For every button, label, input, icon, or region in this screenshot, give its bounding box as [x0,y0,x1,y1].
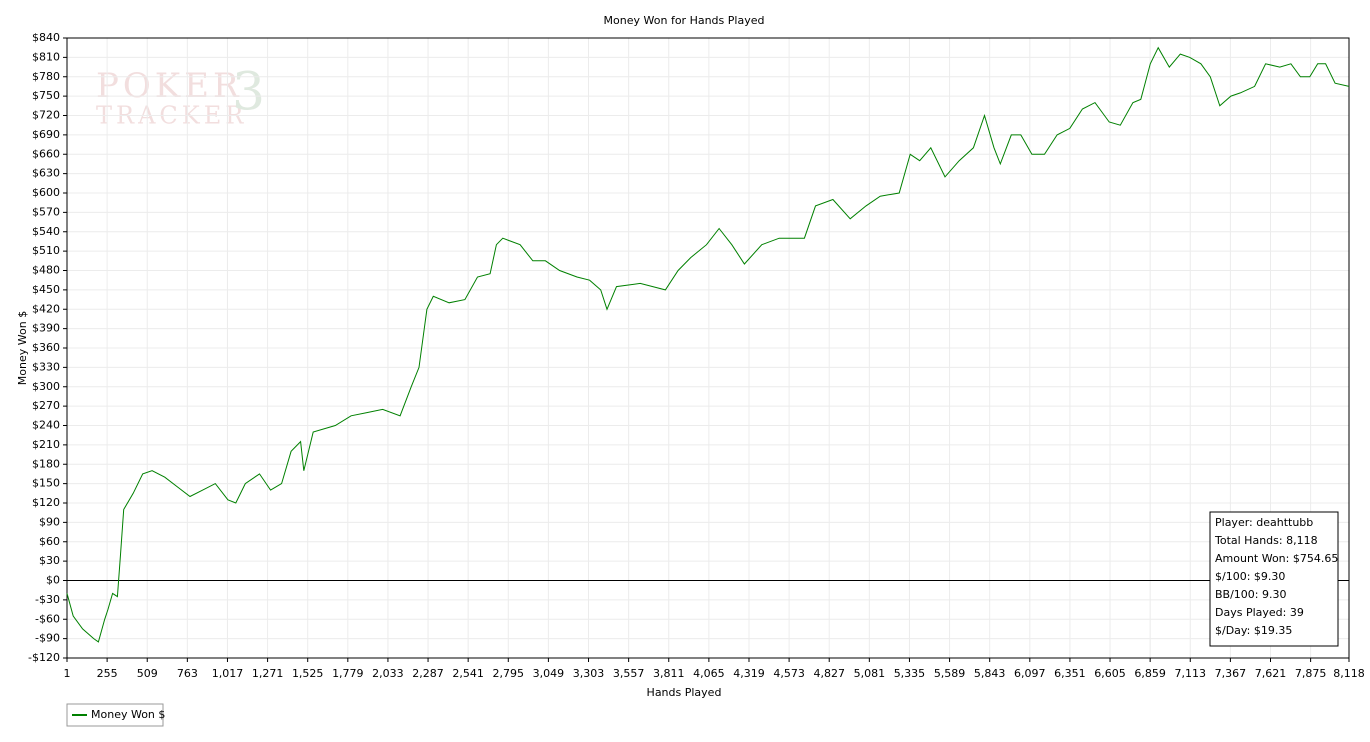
x-tick-label: 6,859 [1134,667,1166,680]
stats-text: Total Hands: 8,118 [1214,534,1318,547]
x-tick-label: 4,827 [813,667,845,680]
y-tick-label: $300 [32,380,60,393]
plot-frame [66,37,1350,659]
x-tick-label: 1,779 [332,667,364,680]
y-tick-label: $360 [32,341,60,354]
x-tick-label: 509 [137,667,158,680]
x-tick-label: 1,017 [212,667,244,680]
y-tick-label: $780 [32,70,60,83]
y-tick-label: $180 [32,457,60,470]
y-tick-label: $120 [32,496,60,509]
y-tick-label: $330 [32,360,60,373]
x-tick-label: 5,081 [854,667,886,680]
x-tick-label: 5,589 [934,667,966,680]
x-tick-label: 2,033 [372,667,404,680]
x-tick-label: 763 [177,667,198,680]
y-tick-label: $450 [32,283,60,296]
y-tick-label: $660 [32,147,60,160]
x-tick-label: 7,621 [1255,667,1287,680]
x-tick-label: 1,271 [252,667,284,680]
x-tick-label: 8,118 [1333,667,1365,680]
y-tick-label: $150 [32,477,60,490]
y-tick-label: $600 [32,186,60,199]
y-tick-label: $0 [46,574,60,587]
x-tick-label: 1,525 [292,667,324,680]
y-tick-label: $270 [32,399,60,412]
y-tick-label: -$90 [35,632,60,645]
watermark: 3 [232,63,269,123]
y-tick-label: $390 [32,322,60,335]
y-tick-label: -$120 [28,651,60,664]
x-tick-label: 5,335 [894,667,926,680]
y-tick-label: -$30 [35,593,60,606]
x-tick-label: 7,113 [1175,667,1207,680]
x-tick-label: 3,303 [573,667,605,680]
y-axis-label: Money Won $ [16,311,29,385]
x-tick-label: 2,795 [493,667,525,680]
y-tick-label: $750 [32,89,60,102]
stats-text: Amount Won: $754.65 [1215,552,1338,565]
y-tick-label: -$60 [35,612,60,625]
x-tick-label: 2,541 [452,667,484,680]
y-tick-label: $720 [32,109,60,122]
legend-label: Money Won $ [91,708,165,721]
line [66,46,1350,643]
y-tick-label: $420 [32,302,60,315]
x-tick-label: 2,287 [412,667,444,680]
legend-box [66,703,164,727]
y-tick-label: $810 [32,50,60,63]
y-tick-label: $210 [32,438,60,451]
stats-box [1209,511,1339,647]
x-tick-label: 6,351 [1054,667,1086,680]
x-tick-label: 1 [64,667,71,680]
stats-text: Days Played: 39 [1215,606,1304,619]
x-tick-label: 7,367 [1215,667,1247,680]
watermark: POKER [96,66,243,106]
x-tick-label: 6,097 [1014,667,1046,680]
x-tick-label: 255 [97,667,118,680]
stats-text: $/Day: $19.35 [1215,624,1292,637]
x-tick-label: 4,319 [733,667,765,680]
stats-text: Player: deahttubb [1215,516,1313,529]
x-tick-label: 5,843 [974,667,1006,680]
stats-text: BB/100: 9.30 [1215,588,1287,601]
x-axis-label: Hands Played [647,686,722,699]
y-tick-label: $240 [32,419,60,432]
x-tick-label: 3,049 [533,667,565,680]
x-tick-label: 3,557 [613,667,645,680]
x-tick-label: 4,573 [773,667,805,680]
y-tick-label: $630 [32,167,60,180]
stats-text: $/100: $9.30 [1215,570,1285,583]
y-tick-label: $60 [39,535,60,548]
y-tick-label: $480 [32,264,60,277]
y-tick-label: $30 [39,554,60,567]
y-tick-label: $90 [39,515,60,528]
y-tick-label: $690 [32,128,60,141]
y-tick-label: $510 [32,244,60,257]
x-tick-label: 7,875 [1295,667,1327,680]
x-tick-label: 3,811 [653,667,685,680]
y-tick-label: $840 [32,31,60,44]
x-tick-label: 6,605 [1094,667,1126,680]
y-tick-label: $570 [32,205,60,218]
chart-title: Money Won for Hands Played [604,14,765,27]
x-tick-label: 4,065 [693,667,725,680]
y-tick-label: $540 [32,225,60,238]
